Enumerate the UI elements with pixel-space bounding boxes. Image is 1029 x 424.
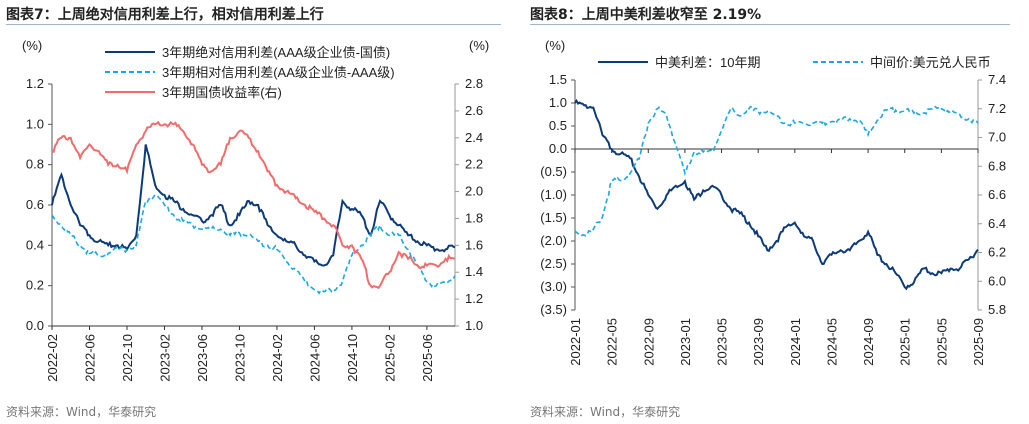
y-tick-label-right: 1.6 — [465, 237, 483, 252]
left-unit-label: (%) — [545, 38, 565, 53]
y-tick-label-right: 2.2 — [465, 157, 483, 172]
x-tick-label: 2022-05 — [605, 318, 620, 366]
y-tick-label-right: 5.8 — [988, 302, 1006, 317]
x-tick-label: 2022-02 — [45, 334, 60, 382]
y-tick-label-right: 6.4 — [988, 216, 1006, 231]
y-tick-label-right: 1.4 — [465, 264, 483, 279]
y-tick-label-right: 6.8 — [988, 158, 1006, 173]
y-tick-label-right: 6.0 — [988, 273, 1006, 288]
y-tick-label-left: 1.0 — [549, 95, 567, 110]
legend-label: 3年期国债收益率(右) — [162, 85, 282, 100]
left-unit-label: (%) — [22, 38, 42, 53]
series-line-0 — [51, 144, 456, 267]
chart2-title: 图表8：上周中美利差收窄至 2.19% — [530, 7, 762, 23]
x-tick-label: 2025-01 — [898, 318, 913, 366]
y-tick-label-left: (2.0) — [540, 233, 567, 248]
x-tick-label: 2024-10 — [345, 334, 360, 382]
title-divider — [6, 24, 501, 25]
x-tick-label: 2022-06 — [82, 334, 97, 382]
y-tick-label-left: 0.4 — [26, 237, 44, 252]
legend-label: 中美利差：10年期 — [655, 55, 760, 70]
x-tick-label: 2022-09 — [641, 318, 656, 366]
y-tick-label-right: 2.0 — [465, 184, 483, 199]
series-line-0 — [574, 98, 979, 291]
series-line-1 — [51, 193, 456, 295]
y-tick-label-left: (2.5) — [540, 256, 567, 271]
legend-label: 3年期相对信用利差(AA级企业债-AAA级) — [162, 65, 395, 80]
y-tick-label-left: 1.0 — [26, 116, 44, 131]
y-tick-label-right: 1.2 — [465, 291, 483, 306]
x-tick-label: 2022-01 — [568, 318, 583, 366]
y-tick-label-right: 1.0 — [465, 318, 483, 333]
y-tick-label-right: 6.6 — [988, 187, 1006, 202]
y-tick-label-left: 0.5 — [549, 118, 567, 133]
title-divider — [530, 24, 1010, 25]
chart2-source: 资料来源：Wind，华泰研究 — [530, 405, 681, 419]
y-tick-label-left: 0.2 — [26, 278, 44, 293]
chart1-source: 资料来源：Wind，华泰研究 — [6, 405, 157, 419]
y-tick-label-left: 0.0 — [26, 318, 44, 333]
x-tick-label: 2023-06 — [195, 334, 210, 382]
y-tick-label-left: (1.0) — [540, 187, 567, 202]
legend-label: 中间价:美元兑人民币 — [870, 55, 991, 70]
legend-label: 3年期绝对信用利差(AAA级企业债-国债) — [162, 45, 390, 60]
y-tick-label-left: 1.5 — [549, 72, 567, 87]
y-tick-label-left: 0.6 — [26, 197, 44, 212]
y-tick-label-left: (3.5) — [540, 302, 567, 317]
y-tick-label-right: 7.0 — [988, 130, 1006, 145]
x-tick-label: 2023-09 — [751, 318, 766, 366]
chart1-title: 图表7：上周绝对信用利差上行，相对信用利差上行 — [6, 7, 324, 23]
x-tick-label: 2022-10 — [120, 334, 135, 382]
x-tick-label: 2024-06 — [307, 334, 322, 382]
x-tick-label: 2024-09 — [861, 318, 876, 366]
x-tick-label: 2023-02 — [157, 334, 172, 382]
x-tick-label: 2025-05 — [934, 318, 949, 366]
y-tick-label-right: 7.4 — [988, 72, 1006, 87]
y-tick-label-left: 0.0 — [549, 141, 567, 156]
right-unit-label: (%) — [469, 38, 489, 53]
x-tick-label: 2023-10 — [232, 334, 247, 382]
x-tick-label: 2024-02 — [270, 334, 285, 382]
y-tick-label-left: 1.2 — [26, 76, 44, 91]
series-line-2 — [51, 120, 456, 290]
x-tick-label: 2023-05 — [715, 318, 730, 366]
x-tick-label: 2023-01 — [678, 318, 693, 366]
x-tick-label: 2025-09 — [971, 318, 986, 366]
y-tick-label-right: 1.8 — [465, 210, 483, 225]
x-tick-label: 2024-05 — [824, 318, 839, 366]
x-tick-label: 2025-02 — [382, 334, 397, 382]
y-tick-label-left: (1.5) — [540, 210, 567, 225]
y-tick-label-right: 2.4 — [465, 130, 483, 145]
y-tick-label-right: 2.6 — [465, 103, 483, 118]
x-tick-label: 2025-06 — [420, 334, 435, 382]
series-line-1 — [574, 105, 979, 237]
x-tick-label: 2024-01 — [788, 318, 803, 366]
y-tick-label-left: (3.0) — [540, 279, 567, 294]
y-tick-label-left: 0.8 — [26, 157, 44, 172]
y-tick-label-left: (0.5) — [540, 164, 567, 179]
y-tick-label-right: 2.8 — [465, 76, 483, 91]
y-tick-label-right: 7.2 — [988, 101, 1006, 116]
y-tick-label-right: 6.2 — [988, 245, 1006, 260]
